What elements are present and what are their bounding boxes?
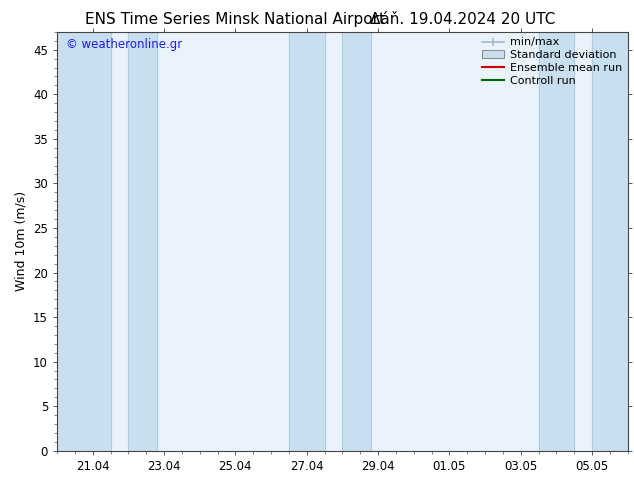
Y-axis label: Wind 10m (m/s): Wind 10m (m/s) xyxy=(15,191,28,292)
Legend: min/max, Standard deviation, Ensemble mean run, Controll run: min/max, Standard deviation, Ensemble me… xyxy=(482,37,622,86)
Text: Δáň. 19.04.2024 20 UTC: Δáň. 19.04.2024 20 UTC xyxy=(370,12,555,27)
Bar xyxy=(538,32,574,451)
Bar xyxy=(289,32,325,451)
Bar xyxy=(592,32,628,451)
Bar xyxy=(57,32,110,451)
Bar xyxy=(342,32,371,451)
Text: © weatheronline.gr: © weatheronline.gr xyxy=(66,38,182,51)
Text: ENS Time Series Minsk National Airport: ENS Time Series Minsk National Airport xyxy=(84,12,385,27)
Bar xyxy=(128,32,157,451)
